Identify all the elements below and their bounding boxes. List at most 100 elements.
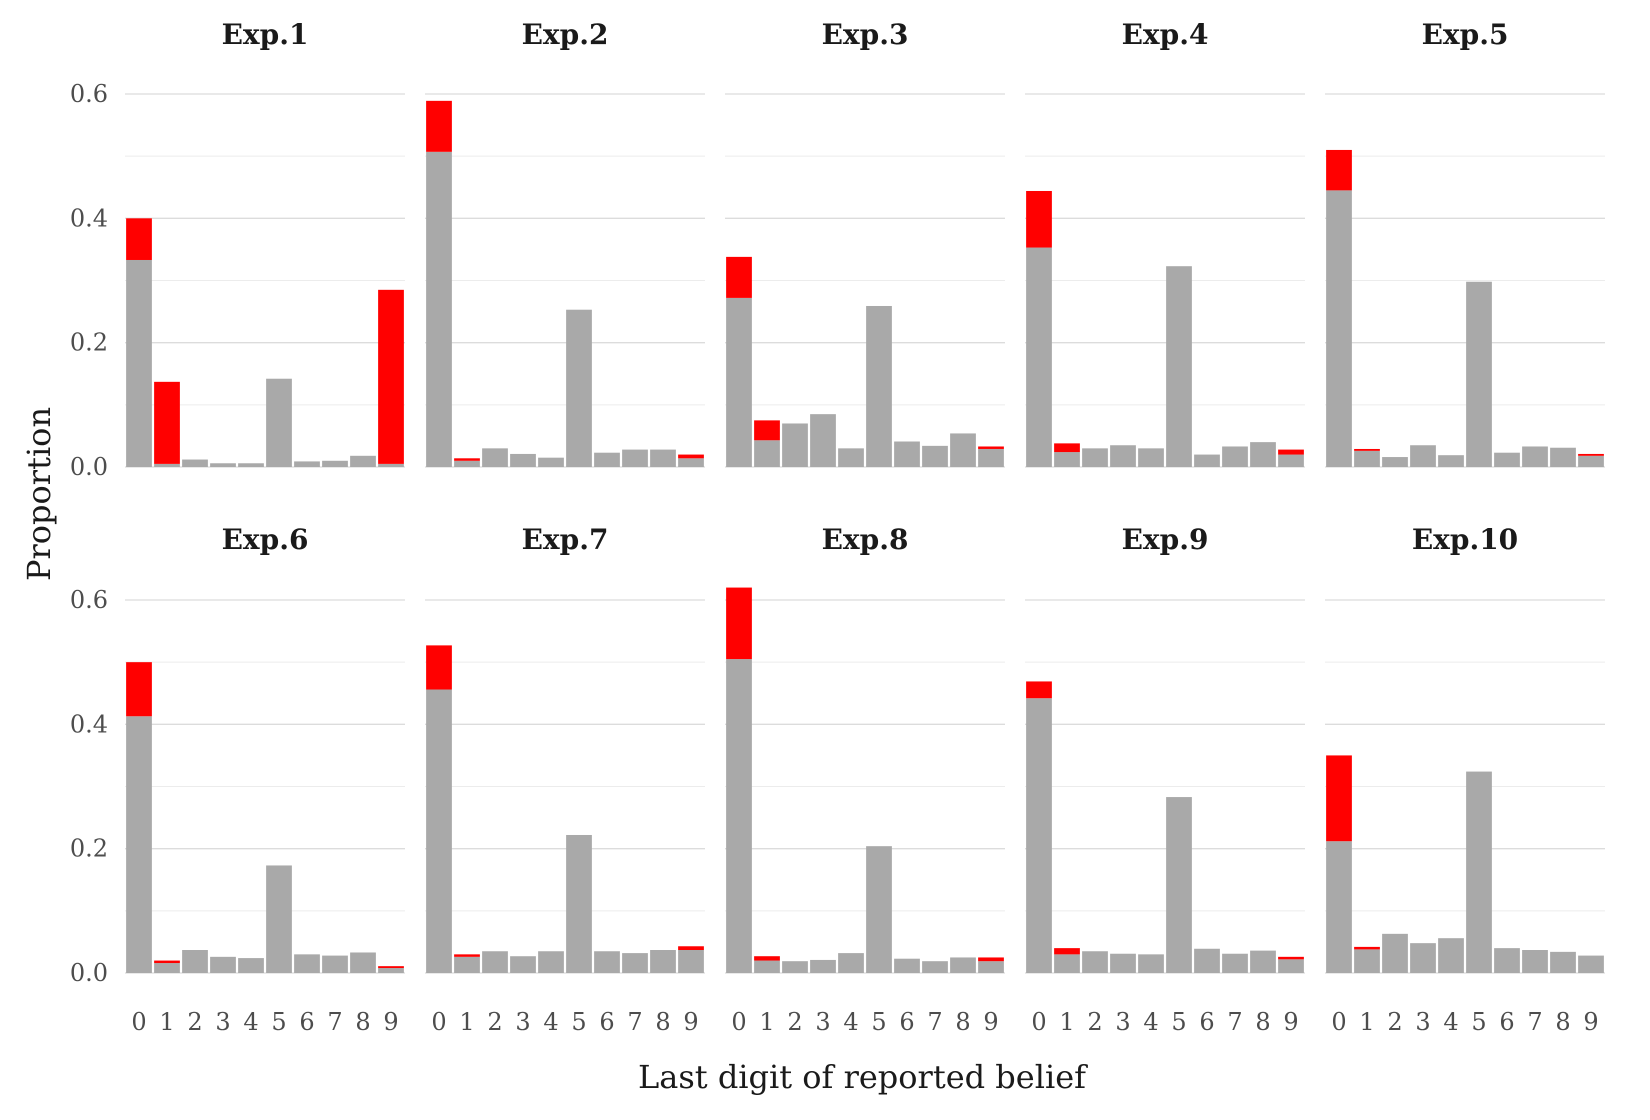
panel-4: Exp.4 — [1025, 18, 1305, 468]
bar-extra-digit-1 — [754, 420, 780, 441]
bar-base-digit-0 — [1326, 841, 1352, 973]
bar-base-digit-6 — [1494, 948, 1520, 973]
bar-base-digit-8 — [350, 952, 376, 973]
bar-extra-digit-1 — [1054, 443, 1080, 453]
x-tick-label: 7 — [327, 1008, 342, 1036]
bar-base-digit-9 — [378, 463, 404, 467]
panel-1: Exp.1 0.0 0.2 0.4 0.6 — [70, 18, 405, 481]
bar-base-digit-9 — [978, 448, 1004, 467]
bar-base-digit-0 — [1026, 698, 1052, 973]
bar-base-digit-8 — [1550, 447, 1576, 467]
x-tick-label: 1 — [759, 1008, 774, 1036]
x-tick-label: 7 — [927, 1008, 942, 1036]
x-tick-label: 0 — [1031, 1008, 1046, 1036]
bar-base-digit-7 — [1222, 953, 1248, 973]
bar-base-digit-8 — [1250, 442, 1276, 467]
bar-extra-digit-1 — [754, 956, 780, 961]
bar-extra-digit-0 — [126, 218, 152, 260]
x-tick-label: 2 — [787, 1008, 802, 1036]
bar-base-digit-0 — [726, 659, 752, 973]
bar-base-digit-1 — [754, 960, 780, 973]
bar-base-digit-7 — [622, 449, 648, 467]
bar-base-digit-8 — [950, 433, 976, 467]
bar-base-digit-1 — [454, 460, 480, 467]
x-tick-label: 1 — [159, 1008, 174, 1036]
bar-base-digit-9 — [678, 949, 704, 973]
bar-base-digit-4 — [238, 463, 264, 467]
bar-base-digit-6 — [594, 951, 620, 973]
x-tick-label: 2 — [1387, 1008, 1402, 1036]
x-tick-label: 8 — [1555, 1008, 1570, 1036]
x-tick-label: 1 — [459, 1008, 474, 1036]
bar-base-digit-5 — [266, 865, 292, 973]
x-tick-label: 4 — [543, 1008, 558, 1036]
bar-base-digit-4 — [1138, 448, 1164, 467]
x-tick-label: 7 — [1227, 1008, 1242, 1036]
bar-base-digit-7 — [1522, 949, 1548, 973]
bar-base-digit-2 — [1382, 457, 1408, 467]
x-tick-label: 1 — [1359, 1008, 1374, 1036]
y-tick-label: 0.4 — [70, 710, 108, 738]
panel-2: Exp.2 — [425, 18, 705, 468]
x-tick-label: 6 — [1199, 1008, 1214, 1036]
bar-extra-digit-1 — [1354, 946, 1380, 950]
x-tick-label: 5 — [271, 1008, 286, 1036]
x-tick-label: 0 — [431, 1008, 446, 1036]
bar-extra-digit-0 — [726, 256, 752, 298]
x-tick-label: 9 — [683, 1008, 698, 1036]
x-tick-label: 1 — [1059, 1008, 1074, 1036]
bar-base-digit-5 — [1166, 797, 1192, 973]
bar-extra-digit-0 — [126, 662, 152, 717]
y-tick-label: 0.2 — [70, 835, 108, 863]
x-tick-label: 4 — [243, 1008, 258, 1036]
panel-title: Exp.7 — [522, 523, 609, 556]
bar-base-digit-6 — [294, 954, 320, 973]
bar-base-digit-0 — [726, 297, 752, 467]
bar-base-digit-7 — [922, 961, 948, 973]
y-tick-label: 0.2 — [70, 329, 108, 357]
bar-base-digit-6 — [894, 441, 920, 467]
bar-base-digit-7 — [1522, 446, 1548, 467]
bar-base-digit-6 — [1494, 452, 1520, 467]
bar-extra-digit-1 — [154, 381, 180, 464]
panel-3: Exp.3 — [725, 18, 1005, 468]
bar-base-digit-9 — [1278, 959, 1304, 973]
bar-base-digit-8 — [1250, 950, 1276, 973]
bar-base-digit-4 — [1138, 954, 1164, 973]
x-tick-label: 8 — [355, 1008, 370, 1036]
x-tick-label: 9 — [1583, 1008, 1598, 1036]
y-tick-label: 0.0 — [70, 959, 108, 987]
y-tick-label: 0.0 — [70, 453, 108, 481]
bar-base-digit-3 — [1110, 953, 1136, 973]
bar-base-digit-2 — [782, 961, 808, 973]
panel-title: Exp.4 — [1122, 18, 1209, 51]
bar-base-digit-3 — [1410, 445, 1436, 467]
bar-base-digit-2 — [182, 949, 208, 973]
panel-title: Exp.9 — [1122, 523, 1209, 556]
bar-base-digit-2 — [1382, 933, 1408, 973]
bar-base-digit-8 — [650, 949, 676, 973]
bar-base-digit-3 — [810, 414, 836, 467]
bar-base-digit-5 — [1466, 281, 1492, 467]
bar-extra-digit-1 — [454, 954, 480, 957]
bar-base-digit-6 — [894, 958, 920, 973]
panel-title: Exp.1 — [222, 18, 309, 51]
x-tick-label: 3 — [1115, 1008, 1130, 1036]
x-tick-label: 4 — [1443, 1008, 1458, 1036]
bar-base-digit-9 — [1578, 955, 1604, 973]
bar-extra-digit-1 — [1354, 448, 1380, 451]
x-tick-label: 8 — [955, 1008, 970, 1036]
bar-extra-digit-0 — [1326, 149, 1352, 191]
x-tick-label: 5 — [1171, 1008, 1186, 1036]
x-tick-label: 2 — [487, 1008, 502, 1036]
bar-base-digit-9 — [378, 968, 404, 973]
bar-base-digit-9 — [678, 458, 704, 467]
x-tick-label: 9 — [1283, 1008, 1298, 1036]
bar-base-digit-5 — [566, 834, 592, 973]
x-tick-label: 0 — [1331, 1008, 1346, 1036]
bar-base-digit-5 — [866, 846, 892, 973]
bar-base-digit-2 — [1082, 448, 1108, 467]
bar-extra-digit-9 — [1578, 453, 1604, 456]
x-tick-label: 7 — [627, 1008, 642, 1036]
panel-9: Exp.9 0 1 2 3 4 5 6 7 8 9 — [1025, 523, 1305, 1036]
